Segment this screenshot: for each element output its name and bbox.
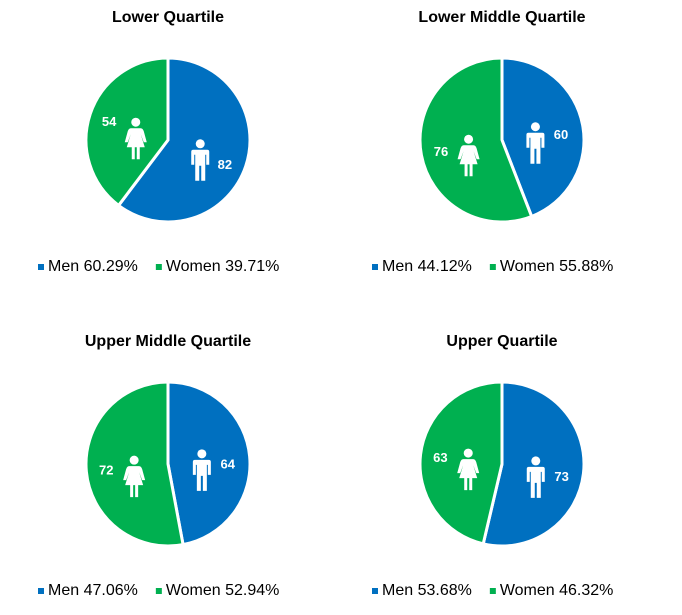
man-icon xyxy=(526,122,545,164)
pie-chart-1: Lower Quartile 82 54 Men 60.29% Women 39.71% xyxy=(38,9,279,275)
pie-slice-women xyxy=(418,56,534,224)
chart-title: Upper Middle Quartile xyxy=(85,333,251,350)
legend-swatch-women xyxy=(489,588,496,594)
legend-swatch-women xyxy=(489,264,496,270)
man-icon xyxy=(526,456,545,498)
legend-label-men: Men 44.12% xyxy=(382,258,472,275)
man-icon xyxy=(191,139,210,181)
data-label-men: 60 xyxy=(554,127,568,142)
data-label-women: 63 xyxy=(433,450,447,465)
legend-label-women: Women 55.88% xyxy=(500,258,614,275)
legend: Men 60.29% Women 39.71% xyxy=(38,258,279,275)
legend: Men 53.68% Women 46.32% xyxy=(372,582,613,599)
woman-icon xyxy=(457,134,480,177)
legend-label-women: Women 39.71% xyxy=(166,258,280,275)
chart-title: Upper Quartile xyxy=(446,333,557,350)
legend-swatch-men xyxy=(38,264,44,270)
legend-label-women: Women 46.32% xyxy=(500,582,614,599)
legend-swatch-men xyxy=(372,264,378,270)
legend-swatch-women xyxy=(155,264,162,270)
pie-slice-men xyxy=(117,56,252,224)
pie-chart-4: Upper Quartile 73 63 Men 53.68% Women 46.32% xyxy=(372,333,613,599)
data-label-women: 72 xyxy=(99,463,113,478)
data-label-women: 54 xyxy=(102,114,117,129)
legend-swatch-men xyxy=(38,588,44,594)
data-label-men: 64 xyxy=(221,456,236,471)
pie-chart-3: Upper Middle Quartile 64 72 Men 47.06% Women… xyxy=(38,333,279,599)
data-label-women: 76 xyxy=(434,144,448,159)
chart-title: Lower Quartile xyxy=(112,9,224,26)
legend: Men 44.12% Women 55.88% xyxy=(372,258,613,275)
pie-chart-2: Lower Middle Quartile 60 76 Men 44.12% Women… xyxy=(372,9,613,275)
legend-swatch-women xyxy=(155,588,162,594)
legend-label-men: Men 53.68% xyxy=(382,582,472,599)
legend-swatch-men xyxy=(372,588,378,594)
woman-icon xyxy=(124,117,147,160)
pie-slice-women xyxy=(84,56,170,207)
legend: Men 47.06% Women 52.94% xyxy=(38,582,279,599)
legend-label-men: Men 47.06% xyxy=(48,582,138,599)
data-label-men: 82 xyxy=(218,157,232,172)
legend-label-men: Men 60.29% xyxy=(48,258,138,275)
chart-title: Lower Middle Quartile xyxy=(418,9,585,26)
man-icon xyxy=(192,449,211,491)
data-label-men: 73 xyxy=(554,469,568,484)
woman-icon xyxy=(457,448,480,491)
legend-label-women: Women 52.94% xyxy=(166,582,280,599)
woman-icon xyxy=(123,455,146,498)
